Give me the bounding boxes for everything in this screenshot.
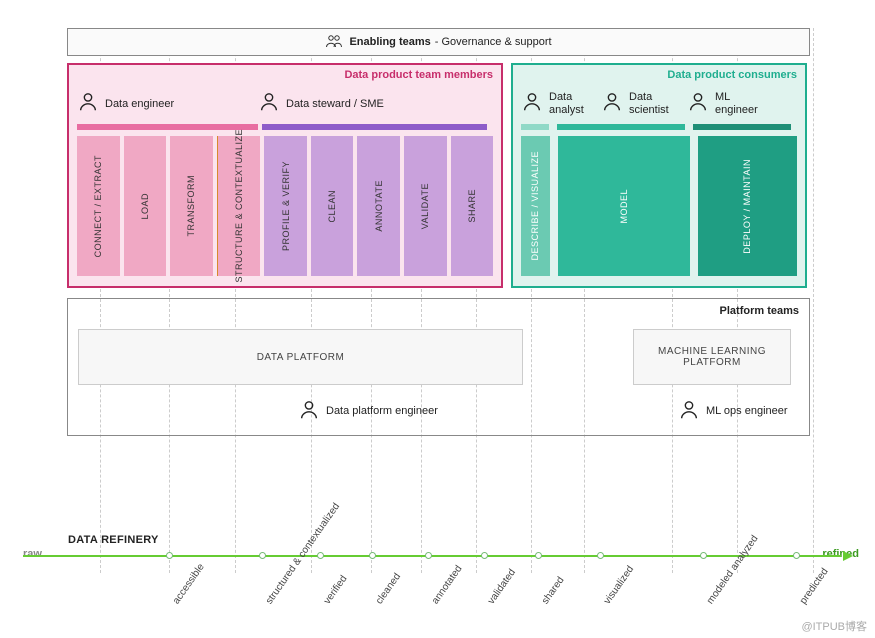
platform-cell: MACHINE LEARNING PLATFORM [633,329,791,385]
refinery-raw-label: raw [23,548,42,560]
enabling-teams-box: Enabling teams - Governance & support [67,28,810,56]
stage-column: LOAD [124,136,167,276]
platform-title: Platform teams [720,305,799,317]
refinery-stop-label: predicted [798,566,831,606]
stage-label: SHARE [467,189,477,223]
stage-label: ANNOTATE [374,180,384,232]
role-strip [77,124,258,130]
refinery-line [23,555,853,557]
person-icon [601,91,623,116]
role-label: Data engineer [105,98,174,110]
refinery-stop [793,552,800,559]
stage-column: TRANSFORM [170,136,213,276]
people-icon [325,34,343,51]
person-icon [258,91,280,116]
refinery-refined-label: refined [822,548,859,560]
refinery-stop-label: cleaned [374,571,403,606]
stage-label: LOAD [140,193,150,220]
role-label: ML ops engineer [706,405,788,417]
refinery-stop-label: shared [540,575,567,606]
diagram-canvas: Enabling teams - Governance & support Da… [67,28,810,436]
guide-line [813,28,814,573]
stage-column: STRUCTURE & CONTEXTUALIZE [217,136,261,276]
role-strip [521,124,549,130]
stage-column: VALIDATE [404,136,447,276]
role-strip [557,124,685,130]
refinery-stop-label: annotated [430,564,465,607]
stage-column: CONNECT / EXTRACT [77,136,120,276]
person-icon [678,399,700,424]
enabling-rest: - Governance & support [435,36,552,48]
refinery-stop-label: visualized [602,564,636,606]
enabling-bold: Enabling teams [349,36,430,48]
stage-column: CLEAN [311,136,354,276]
stage-label: STRUCTURE & CONTEXTUALIZE [234,129,244,283]
role: Data analyst [521,91,601,116]
consumers-box-title: Data product consumers [667,69,797,81]
stage-label: DESCRIBE / VISUALIZE [530,151,540,261]
stage-label: CLEAN [327,190,337,223]
consumers-box: Data product consumers Data analyst Data … [511,63,807,288]
role-label: Data analyst [549,91,584,115]
refinery-title: DATA REFINERY [68,534,159,546]
role-label: ML engineer [715,91,758,115]
stage-label: DEPLOY / MAINTAIN [742,159,752,254]
refinery-stop [535,552,542,559]
refinery-stop [700,552,707,559]
stage-label: MODEL [619,189,629,224]
stage-column: DEPLOY / MAINTAIN [698,136,797,276]
person-icon [77,91,99,116]
role: ML engineer [687,91,773,116]
person-icon [298,399,320,424]
person-icon [521,91,543,116]
stage-label: TRANSFORM [186,175,196,237]
refinery-stop-label: modeled analyzed [705,534,761,607]
role-label: Data scientist [629,91,669,115]
watermark: @ITPUB博客 [801,618,867,634]
team-members-box: Data product team members Data engineer D… [67,63,503,288]
refinery-stop [166,552,173,559]
role: Data steward / SME [258,91,483,116]
stage-column: SHARE [451,136,494,276]
refinery-stop [597,552,604,559]
refinery-stop [369,552,376,559]
stage-label: PROFILE & VERIFY [281,161,291,251]
role: Data engineer [77,91,258,116]
team-box-title: Data product team members [344,69,493,81]
refinery-stop [425,552,432,559]
role-label: Data platform engineer [326,405,438,417]
refinery-stop-label: validated [486,567,518,606]
role: ML ops engineer [678,399,788,424]
role-label: Data steward / SME [286,98,384,110]
stage-column: MODEL [558,136,690,276]
role-strip [693,124,791,130]
stage-column: ANNOTATE [357,136,400,276]
platform-cell: DATA PLATFORM [78,329,523,385]
role-strip [262,124,487,130]
role: Data scientist [601,91,687,116]
role: Data platform engineer [298,399,438,424]
refinery-stop [317,552,324,559]
stage-label: CONNECT / EXTRACT [93,155,103,257]
refinery-stop [259,552,266,559]
stage-column: DESCRIBE / VISUALIZE [521,136,550,276]
refinery-stop-label: verified [322,574,350,607]
refinery-stop [481,552,488,559]
stage-label: VALIDATE [420,183,430,229]
person-icon [687,91,709,116]
stage-column: PROFILE & VERIFY [264,136,307,276]
refinery-stop-label: accessible [171,562,207,607]
platform-teams-box: Platform teams DATA PLATFORM MACHINE LEAR… [67,298,810,436]
